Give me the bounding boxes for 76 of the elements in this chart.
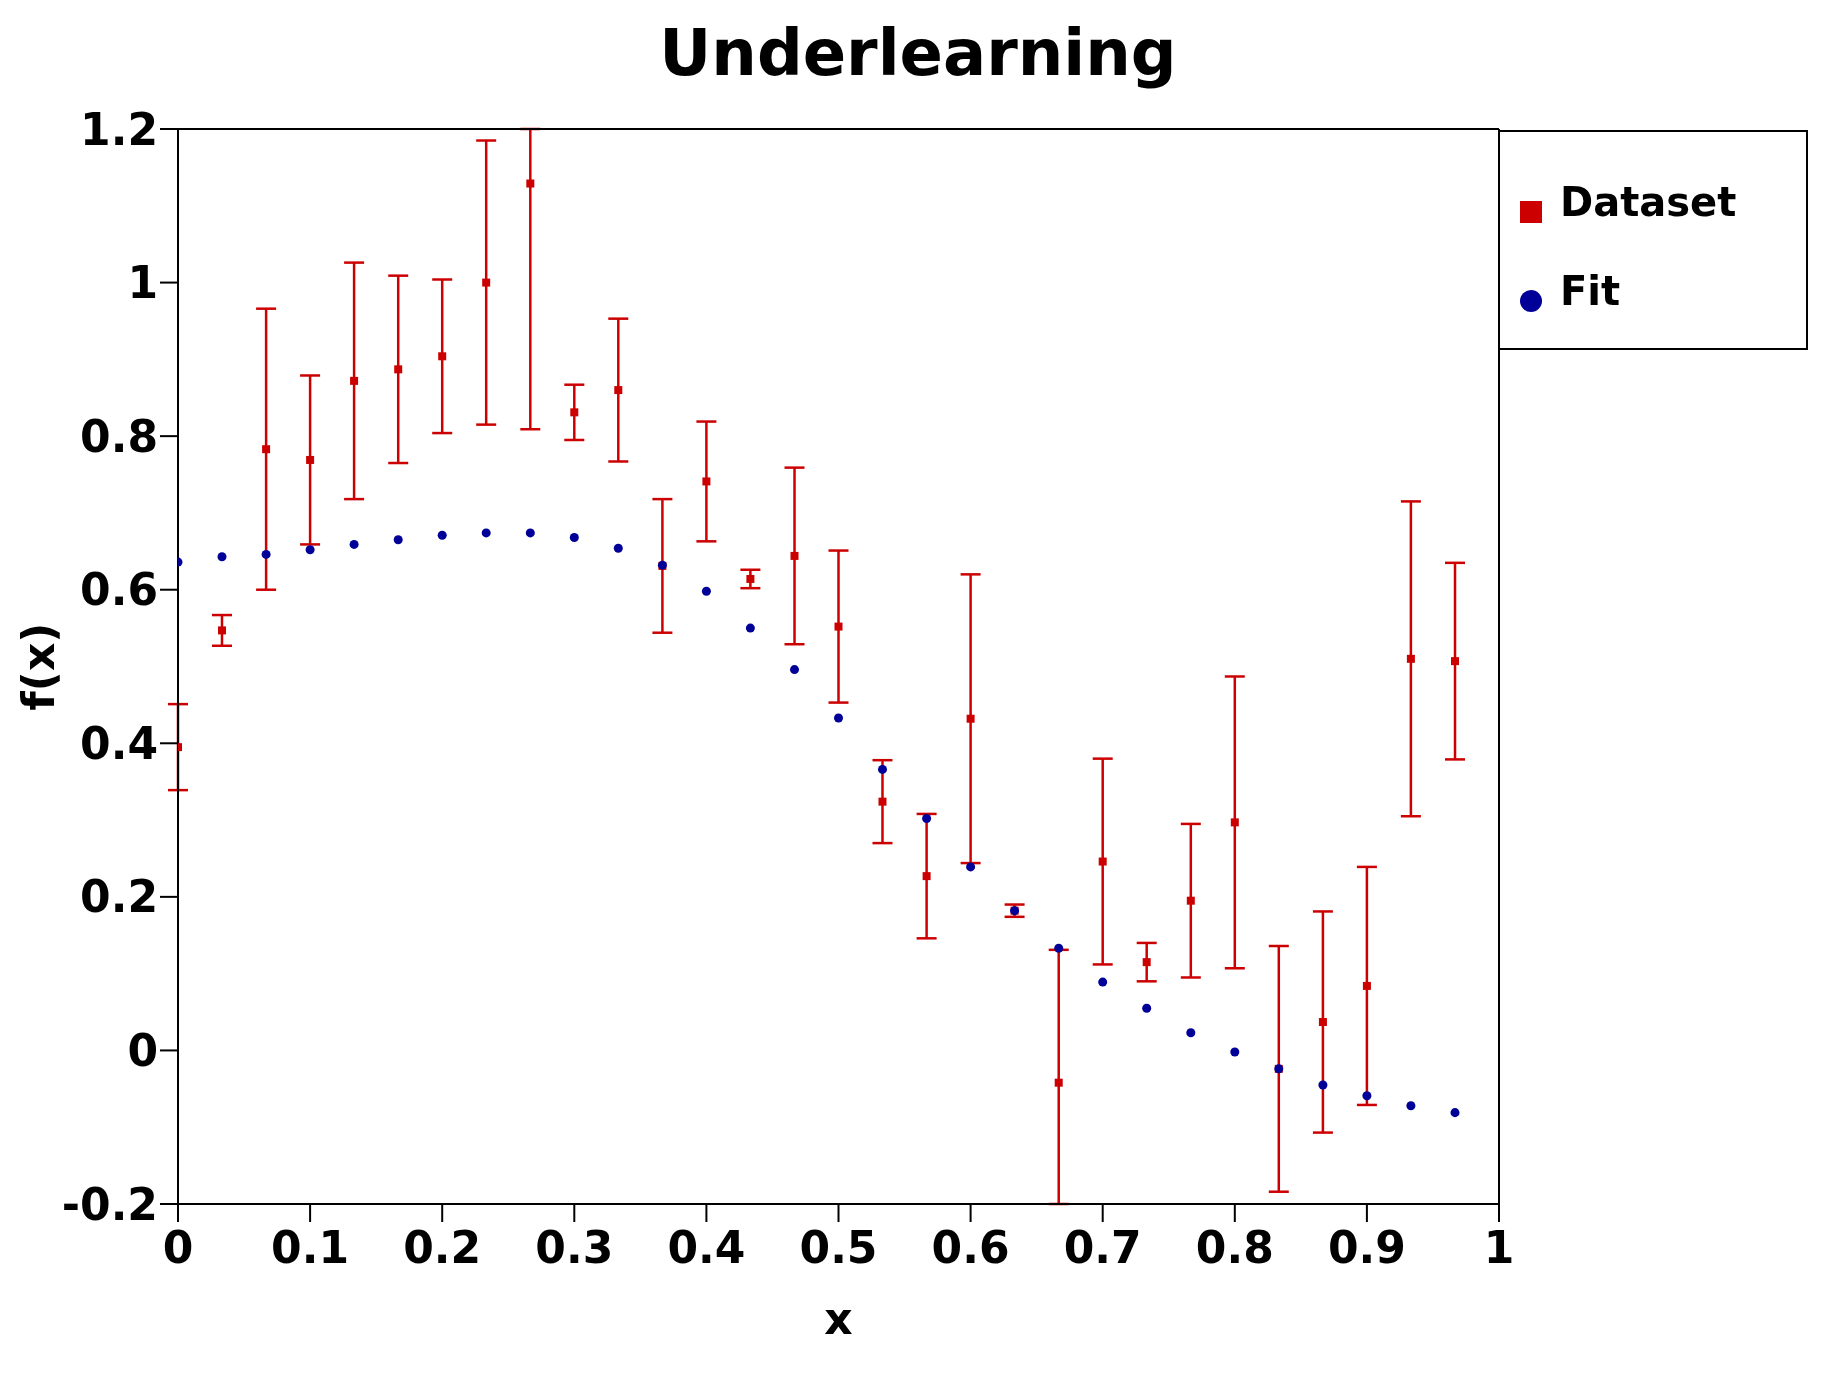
y-tick-label: 1 — [127, 257, 158, 309]
point — [217, 552, 227, 562]
point — [393, 535, 403, 545]
x-tick-label: 0.3 — [535, 1222, 614, 1274]
point — [394, 365, 403, 374]
point — [1230, 1047, 1240, 1057]
x-tick-label: 1 — [1483, 1222, 1515, 1274]
point — [569, 532, 579, 543]
point — [1230, 818, 1239, 827]
x-tick-label: 0.4 — [667, 1222, 746, 1274]
x-tick-label: 0 — [162, 1222, 194, 1274]
point — [1451, 657, 1460, 666]
x-tick-label: 0.7 — [1063, 1222, 1142, 1274]
point — [1362, 1091, 1372, 1101]
point — [746, 574, 755, 583]
point — [217, 626, 226, 635]
point — [438, 352, 447, 361]
point — [745, 623, 755, 633]
point — [790, 665, 800, 675]
point — [966, 862, 976, 872]
point — [614, 386, 623, 395]
y-tick-label: 0.2 — [80, 871, 158, 923]
point — [834, 622, 843, 631]
legend-label: Fit — [1560, 268, 1621, 314]
point — [1142, 958, 1151, 967]
y-tick-label: -0.2 — [61, 1178, 158, 1230]
point — [437, 530, 447, 540]
x-axis-title: x — [824, 1293, 853, 1344]
point — [526, 179, 535, 188]
x-tick-label: 0.5 — [799, 1222, 878, 1274]
y-axis-title: f(x) — [12, 622, 64, 711]
point — [1054, 943, 1064, 953]
point — [701, 586, 711, 596]
y-tick-label: 1.2 — [80, 103, 158, 155]
point — [1406, 654, 1415, 663]
point — [1362, 981, 1371, 990]
y-tick-label: 0.8 — [80, 410, 158, 462]
y-tick-label: 0.4 — [80, 717, 158, 769]
chart-title: Underlearning — [658, 15, 1178, 92]
x-tick-label: 0.8 — [1195, 1222, 1274, 1274]
point — [922, 872, 931, 881]
point — [1318, 1080, 1328, 1090]
point — [1186, 1028, 1196, 1038]
x-tick-label: 0.2 — [403, 1222, 482, 1274]
point — [613, 543, 623, 553]
legend-label: Dataset — [1560, 179, 1737, 225]
point — [1450, 1108, 1460, 1118]
point — [790, 551, 799, 560]
point — [877, 764, 887, 774]
point — [525, 528, 535, 538]
y-tick-label: 0 — [127, 1025, 158, 1077]
point — [878, 797, 887, 806]
point — [261, 549, 271, 559]
point — [1098, 857, 1107, 866]
point — [482, 278, 491, 287]
x-tick-label: 0.1 — [271, 1222, 350, 1274]
point — [1142, 1003, 1152, 1013]
point — [306, 455, 315, 464]
x-tick-label: 0.6 — [931, 1222, 1010, 1274]
point — [922, 814, 932, 824]
point — [833, 713, 844, 723]
point — [1098, 977, 1108, 987]
point — [481, 528, 491, 538]
point — [1406, 1101, 1416, 1111]
x-tick-label: 0.9 — [1327, 1222, 1406, 1274]
point — [570, 408, 579, 417]
point — [1318, 1018, 1327, 1027]
point — [350, 376, 359, 385]
y-tick-label: 0.6 — [80, 564, 158, 616]
point — [702, 477, 711, 486]
point — [1186, 896, 1195, 905]
point — [349, 539, 359, 549]
point — [1054, 1078, 1063, 1087]
point — [262, 445, 271, 454]
point — [305, 545, 315, 555]
point — [966, 714, 975, 723]
